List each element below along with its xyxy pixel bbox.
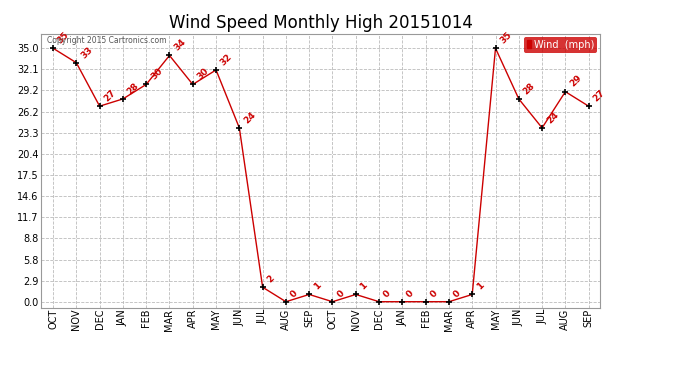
Text: 0: 0 bbox=[288, 288, 299, 299]
Text: 24: 24 bbox=[545, 110, 560, 125]
Text: 1: 1 bbox=[359, 281, 369, 292]
Text: 30: 30 bbox=[195, 66, 210, 82]
Text: 34: 34 bbox=[172, 38, 188, 53]
Text: Copyright 2015 Cartronics.com: Copyright 2015 Cartronics.com bbox=[47, 36, 166, 45]
Text: 1: 1 bbox=[475, 281, 486, 292]
Text: 27: 27 bbox=[591, 88, 607, 104]
Text: 0: 0 bbox=[382, 288, 393, 299]
Text: 1: 1 bbox=[312, 281, 323, 292]
Text: 24: 24 bbox=[242, 110, 257, 125]
Text: 0: 0 bbox=[428, 288, 439, 299]
Text: 29: 29 bbox=[568, 74, 584, 89]
Text: 27: 27 bbox=[102, 88, 118, 104]
Text: 33: 33 bbox=[79, 45, 95, 60]
Text: 28: 28 bbox=[522, 81, 537, 96]
Text: 32: 32 bbox=[219, 52, 234, 67]
Title: Wind Speed Monthly High 20151014: Wind Speed Monthly High 20151014 bbox=[169, 14, 473, 32]
Text: 28: 28 bbox=[126, 81, 141, 96]
Text: 35: 35 bbox=[56, 30, 71, 45]
Text: 0: 0 bbox=[452, 288, 462, 299]
Text: 35: 35 bbox=[498, 30, 513, 45]
Legend: Wind  (mph): Wind (mph) bbox=[524, 37, 598, 52]
Text: 0: 0 bbox=[405, 288, 416, 299]
Text: 30: 30 bbox=[149, 66, 164, 82]
Text: 2: 2 bbox=[266, 274, 276, 285]
Text: 0: 0 bbox=[335, 288, 346, 299]
